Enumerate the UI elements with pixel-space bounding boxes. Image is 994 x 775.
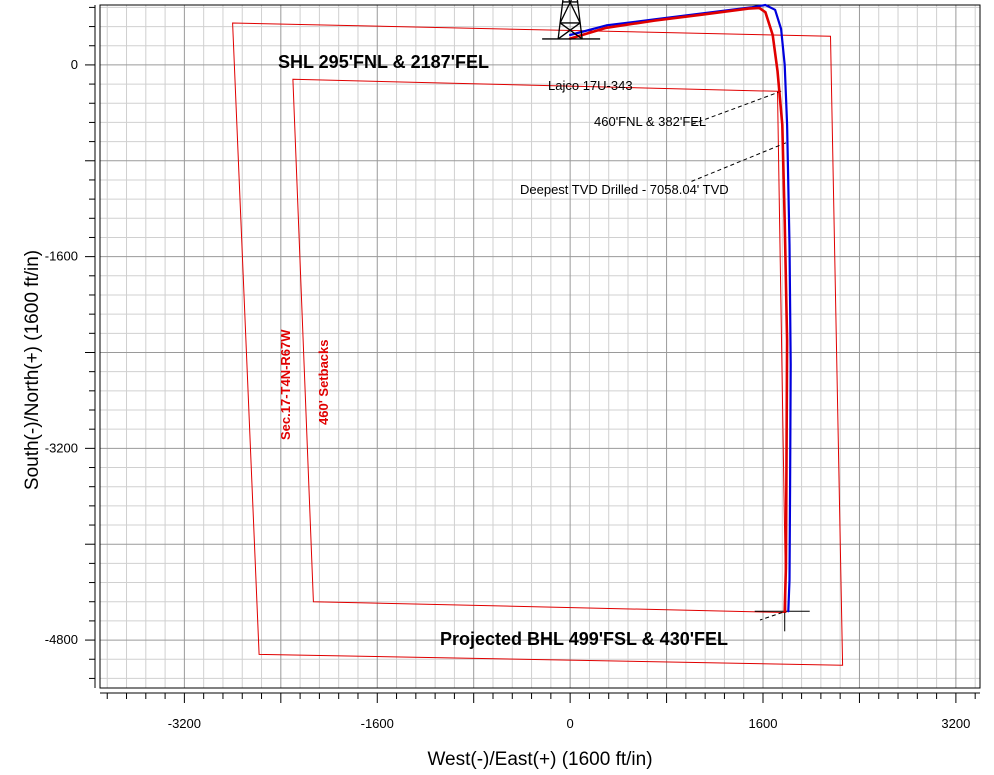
x-tick-label: -1600 (361, 716, 394, 731)
rig-stroke (559, 22, 583, 40)
bhl-leader (759, 612, 783, 621)
entry-point-label: 460'FNL & 382'FEL (594, 114, 706, 129)
deepest-tvd-label: Deepest TVD Drilled - 7058.04' TVD (520, 182, 729, 197)
rig-icon (542, 0, 601, 40)
plot-frame (99, 4, 981, 689)
y-tick-label: 0 (71, 57, 78, 72)
well-name-label: Lajco 17U-343 (548, 78, 633, 93)
x-axis-title: West(-)/East(+) (1600 ft/in) (427, 749, 652, 770)
x-tick-label: 0 (567, 716, 574, 731)
deepest-tvd-leader (689, 142, 787, 183)
section-boundary (232, 22, 844, 666)
annotation-leaders (689, 90, 810, 632)
setback-boundary (292, 78, 787, 614)
x-tick-label: -3200 (168, 716, 201, 731)
section-boundaries (232, 22, 844, 666)
wellbore-path-plan (568, 6, 789, 613)
minor-grid (100, 5, 980, 688)
x-tick-label: 1600 (749, 716, 778, 731)
rig-stroke (557, 0, 564, 40)
y-tick-label: -4800 (45, 632, 78, 647)
y-tick-label: -3200 (45, 440, 78, 455)
setback-label: 460' Setbacks (316, 340, 331, 425)
entry-point-leader (689, 90, 782, 126)
rig-stroke (576, 0, 583, 40)
section-label: Sec.17-T4N-R67W (278, 329, 293, 440)
y-axis-title: South(-)/North(+) (1600 ft/in) (22, 250, 43, 490)
rig-stroke (559, 0, 572, 24)
rig-stroke (557, 22, 581, 40)
tick-labels: -3200 -1600 0 1600 3200 0 -1600 -3200 -4800 (45, 57, 971, 731)
shl-label: SHL 295'FNL & 2187'FEL (278, 52, 489, 72)
axis-ticks (85, 5, 980, 703)
x-tick-label: 3200 (941, 716, 970, 731)
y-tick-label: -1600 (45, 249, 78, 264)
wellbore-paths (568, 3, 792, 613)
bhl-label: Projected BHL 499'FSL & 430'FEL (440, 629, 728, 649)
rig-stroke (568, 0, 581, 24)
